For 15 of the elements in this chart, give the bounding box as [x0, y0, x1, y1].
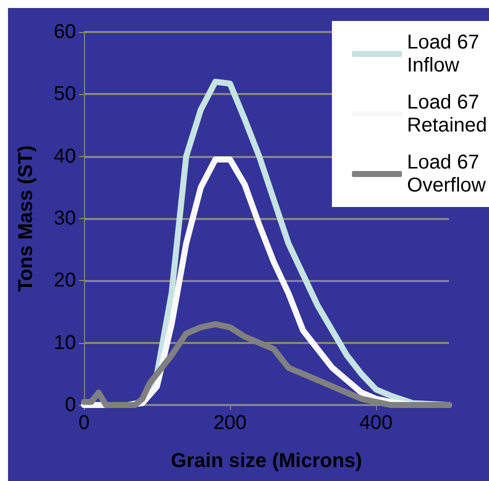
x-tick-label: 200 — [213, 412, 247, 434]
y-tick-label: 0 — [64, 394, 76, 416]
y-tick-label: 50 — [54, 83, 76, 106]
y-tick-label: 10 — [54, 332, 76, 354]
y-tick-label: 40 — [54, 145, 76, 168]
x-tick-label: 400 — [359, 412, 393, 434]
y-tick-label: 60 — [54, 21, 76, 43]
x-axis-title: Grain size (Microns) — [170, 450, 362, 472]
legend-label: Load 67 Inflow — [406, 32, 480, 76]
y-tick-label: 30 — [54, 208, 76, 230]
y-axis-title: Tons Mass (ST) — [15, 145, 37, 292]
legend-label: Load 67 Overflow — [406, 152, 486, 196]
y-tick-label: 20 — [54, 270, 76, 292]
legend-label: Load 67 Retained — [406, 92, 488, 136]
x-tick-label: 0 — [78, 412, 90, 434]
